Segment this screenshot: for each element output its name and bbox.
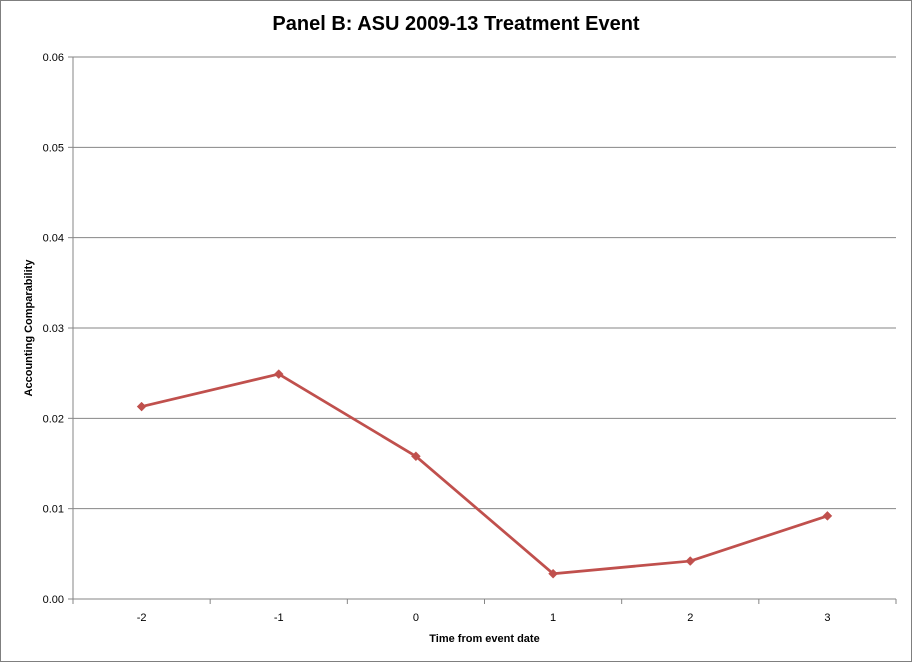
y-tick-label: 0.01 xyxy=(43,504,64,516)
x-tick-label: 3 xyxy=(824,612,830,624)
data-point xyxy=(822,511,833,521)
y-tick-label: 0.04 xyxy=(43,233,64,245)
x-axis-label: Time from event date xyxy=(429,633,539,645)
y-tick-label: 0.03 xyxy=(43,323,64,335)
y-tick-label: 0.00 xyxy=(43,594,64,606)
y-tick-label: 0.06 xyxy=(43,52,64,64)
x-tick-label: 1 xyxy=(550,612,556,624)
y-tick-labels: 0.00 0.01 0.02 0.03 0.04 0.05 0.06 xyxy=(43,52,64,606)
axes xyxy=(68,56,897,604)
x-tick-labels: -2 -1 0 1 2 3 xyxy=(137,612,831,624)
data-point xyxy=(548,568,558,579)
x-tick-label: 2 xyxy=(687,612,693,624)
data-point xyxy=(411,451,421,462)
series-group xyxy=(136,369,833,579)
x-tick-label: -1 xyxy=(274,612,284,624)
y-tick-label: 0.05 xyxy=(43,142,64,154)
series-line xyxy=(141,372,828,576)
chart-title: Panel B: ASU 2009-13 Treatment Event xyxy=(272,13,640,35)
data-point xyxy=(136,401,147,412)
data-point xyxy=(685,556,696,566)
y-axis-label: Accounting Comparability xyxy=(23,259,35,397)
data-point xyxy=(273,369,284,379)
x-tick-label: -2 xyxy=(137,612,147,624)
gridlines xyxy=(73,56,896,510)
y-tick-label: 0.02 xyxy=(43,413,64,425)
x-tick-label: 0 xyxy=(413,612,419,624)
